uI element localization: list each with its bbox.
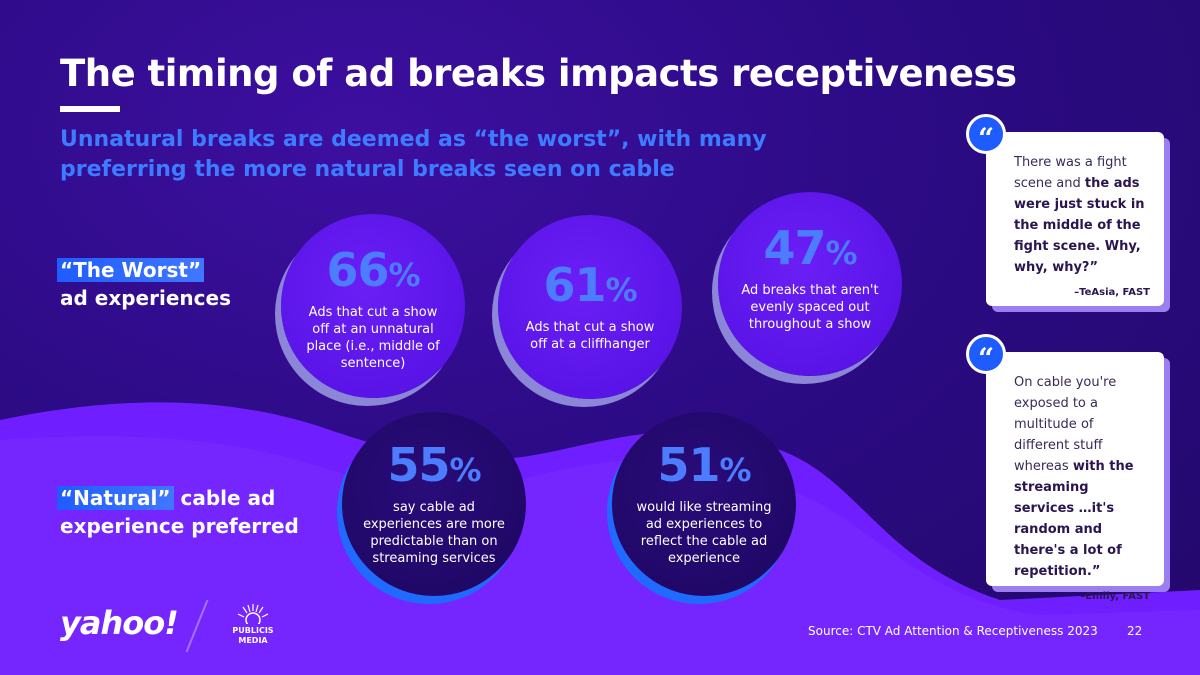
page-title: The timing of ad breaks impacts receptiv…	[60, 52, 1017, 95]
quote-attribution: –Emily, FAST	[1080, 591, 1150, 602]
quote-attribution: –TeAsia, FAST	[1074, 287, 1150, 298]
title-underline	[60, 106, 120, 112]
quote-bold-text: with the streaming services …it's random…	[1014, 459, 1134, 579]
worst-rest: ad experiences	[60, 286, 231, 310]
stat-value: 66%	[326, 242, 420, 297]
stat-bubble-47: 47% Ad breaks that aren't evenly spaced …	[718, 192, 902, 376]
stat-value: 47%	[763, 221, 857, 275]
stat-bubble-66: 66% Ads that cut a show off at an unnatu…	[281, 214, 465, 398]
natural-highlight: “Natural”	[57, 486, 174, 510]
quote-bold-text: the ads were just stuck in the middle of…	[1014, 176, 1145, 275]
stat-description: would like streaming ad experiences to r…	[636, 499, 772, 566]
stat-value: 55%	[387, 437, 481, 492]
stat-description: say cable ad experiences are more predic…	[363, 499, 505, 566]
quote-card-teasia: There was a fight scene and the ads were…	[986, 132, 1164, 306]
subtitle: Unnatural breaks are deemed as “the wors…	[60, 127, 767, 182]
quote-plain-text: On cable you're exposed to a multitude o…	[1014, 375, 1117, 474]
quote-plain-text: There was a fight scene and	[1014, 155, 1127, 191]
quote-mark-icon: “	[966, 334, 1006, 375]
natural-rest-line2: experience preferred	[60, 514, 299, 538]
stat-bubble-55: 55% say cable ad experiences are more pr…	[342, 412, 526, 596]
stat-bubble-51: 51% would like streaming ad experiences …	[612, 412, 796, 596]
source-note: Source: CTV Ad Attention & Receptiveness…	[808, 624, 1098, 638]
yahoo-logo: yahoo!	[60, 604, 179, 642]
stat-description: Ad breaks that aren't evenly spaced out …	[741, 283, 879, 332]
quote-mark-icon: “	[966, 114, 1006, 155]
natural-rest-line1: cable ad	[173, 486, 276, 510]
page-number: 22	[1127, 624, 1143, 638]
worst-row-label: “The Worst” ad experiences	[57, 256, 231, 312]
stat-value: 61%	[543, 257, 637, 312]
stat-description: Ads that cut a show off at a cliffhanger	[525, 319, 655, 352]
natural-row-label: “Natural” cable ad experience preferred	[57, 484, 299, 540]
stat-value: 51%	[657, 437, 751, 492]
quote-card-emily: On cable you're exposed to a multitude o…	[986, 352, 1164, 602]
stat-description: Ads that cut a show off at an unnatural …	[306, 304, 440, 371]
stat-bubble-61: 61% Ads that cut a show off at a cliffha…	[498, 215, 682, 399]
publicis-media-logo: PUBLICIS MEDIA	[216, 602, 290, 646]
publicis-sun-icon	[237, 604, 269, 624]
worst-highlight: “The Worst”	[57, 258, 205, 282]
